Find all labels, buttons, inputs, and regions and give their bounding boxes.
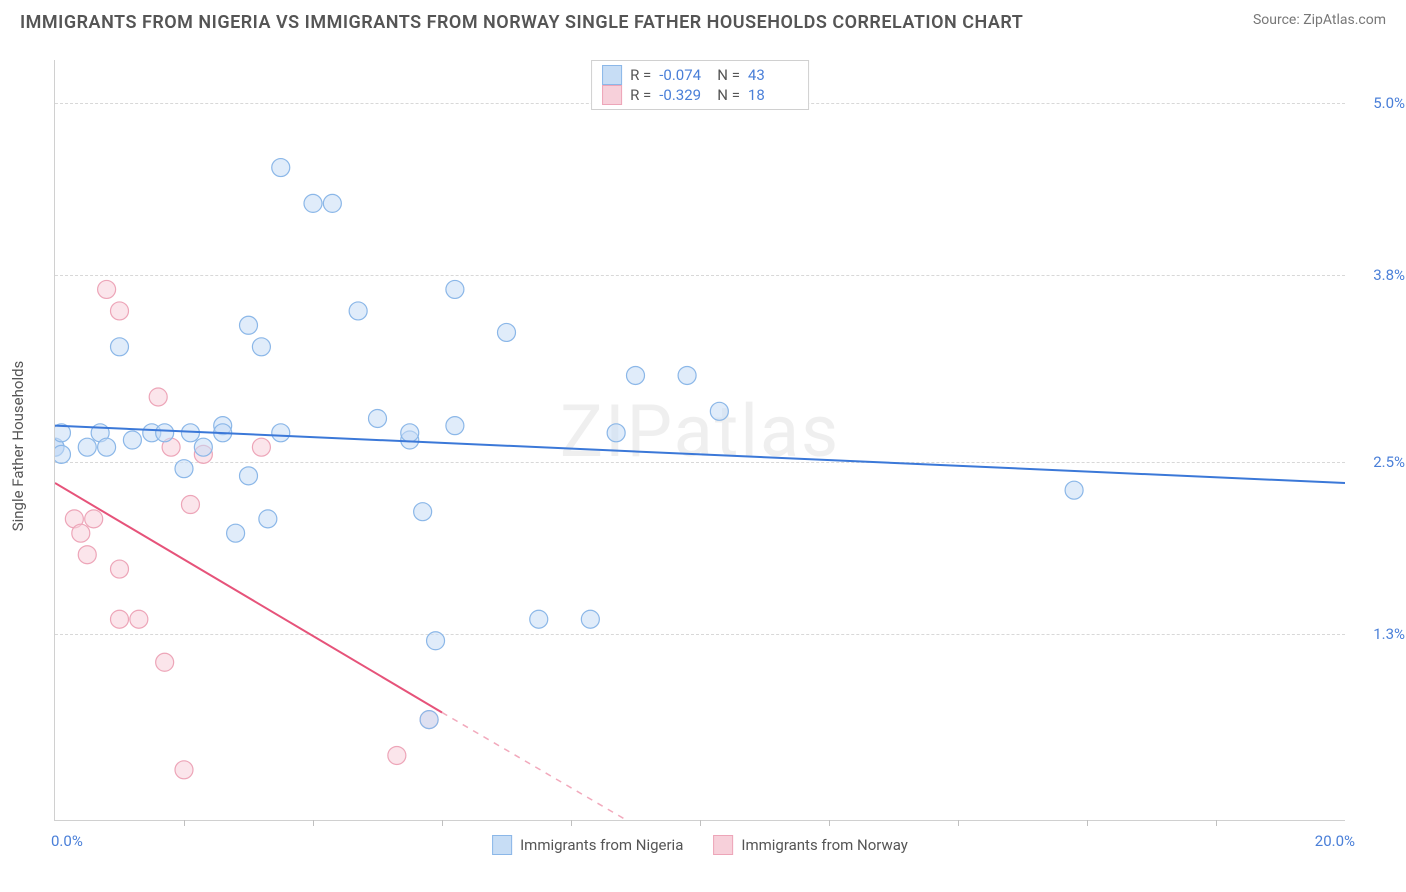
data-point [272,424,290,442]
correlation-legend: R = -0.074 N = 43 R = -0.329 N = 18 [591,60,809,110]
legend-item-norway: Immigrants from Norway [713,835,908,855]
data-point [111,610,129,628]
data-point [98,280,116,298]
data-point [111,338,129,356]
series-legend: Immigrants from Nigeria Immigrants from … [492,835,908,855]
data-point [272,159,290,177]
data-point [149,388,167,406]
data-point [388,746,406,764]
legend-item-nigeria: Immigrants from Nigeria [492,835,683,855]
data-point [323,194,341,212]
data-point [498,323,516,341]
x-tick [442,820,443,826]
data-point [130,610,148,628]
swatch-norway [602,85,622,105]
x-tick [1087,820,1088,826]
data-point [401,424,419,442]
data-point [627,366,645,384]
data-point [98,438,116,456]
data-point [240,467,258,485]
x-tick [700,820,701,826]
data-point [252,338,270,356]
y-tick-label: 5.0% [1355,94,1405,112]
data-point [181,496,199,514]
data-point [156,653,174,671]
chart-svg [55,60,1345,820]
legend-row-nigeria: R = -0.074 N = 43 [602,65,798,85]
swatch-norway-icon [713,835,733,855]
x-tick [571,820,572,826]
x-tick-max: 20.0% [1315,832,1355,850]
legend-row-norway: R = -0.329 N = 18 [602,85,798,105]
data-point [259,510,277,528]
data-point [156,424,174,442]
data-point [1065,481,1083,499]
x-tick [313,820,314,826]
data-point [678,366,696,384]
data-point [420,711,438,729]
plot-area: ZIPatlas 1.3%2.5%3.8%5.0% R = -0.074 N =… [54,60,1345,821]
data-point [227,524,245,542]
x-tick [958,820,959,826]
data-point [240,316,258,334]
data-point [304,194,322,212]
swatch-nigeria-icon [492,835,512,855]
data-point [427,632,445,650]
data-point [55,445,70,463]
data-point [78,438,96,456]
data-point [252,438,270,456]
x-tick [829,820,830,826]
data-point [194,438,212,456]
regression-extrapolation [442,712,700,820]
data-point [175,761,193,779]
data-point [175,460,193,478]
y-tick-label: 3.8% [1355,266,1405,284]
data-point [349,302,367,320]
data-point [72,524,90,542]
data-point [607,424,625,442]
data-point [710,402,728,420]
data-point [78,546,96,564]
data-point [581,610,599,628]
y-tick-label: 2.5% [1355,453,1405,471]
data-point [111,560,129,578]
x-tick [184,820,185,826]
y-tick-label: 1.3% [1355,625,1405,643]
data-point [446,280,464,298]
y-axis-label: Single Father Households [9,361,27,532]
data-point [111,302,129,320]
data-point [123,431,141,449]
source-attribution: Source: ZipAtlas.com [1253,12,1386,28]
swatch-nigeria [602,65,622,85]
chart-title: IMMIGRANTS FROM NIGERIA VS IMMIGRANTS FR… [20,12,1023,33]
x-tick-min: 0.0% [51,832,83,850]
x-tick [1216,820,1217,826]
regression-line [55,483,442,712]
data-point [85,510,103,528]
data-point [369,409,387,427]
data-point [446,417,464,435]
data-point [414,503,432,521]
data-point [530,610,548,628]
